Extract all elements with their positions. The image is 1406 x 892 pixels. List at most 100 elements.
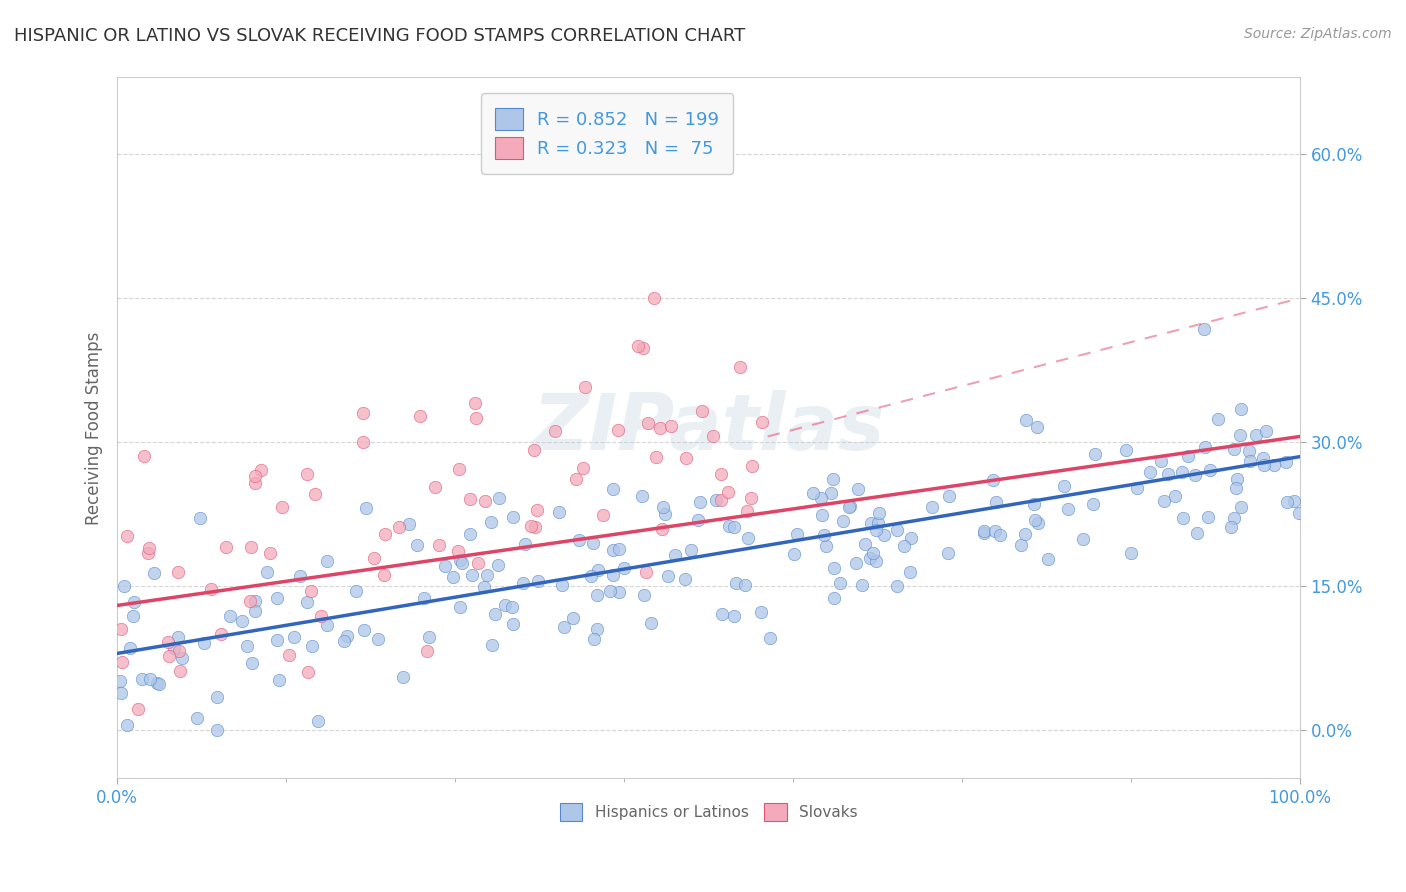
Point — [112, 579, 135, 593]
Point — [409, 409, 432, 423]
Point — [988, 527, 1011, 541]
Point — [245, 469, 267, 483]
Point — [1157, 467, 1180, 481]
Point — [1197, 510, 1219, 524]
Point — [725, 576, 748, 591]
Point — [553, 620, 575, 634]
Point — [607, 423, 630, 437]
Point — [711, 607, 734, 621]
Point — [853, 537, 876, 551]
Point — [759, 631, 782, 645]
Point — [464, 396, 486, 410]
Point — [813, 528, 835, 542]
Point — [367, 632, 389, 647]
Point — [243, 475, 266, 490]
Point — [585, 588, 607, 602]
Point — [1177, 449, 1199, 463]
Point — [526, 502, 548, 516]
Point — [1126, 481, 1149, 495]
Point — [427, 538, 450, 552]
Point — [1056, 501, 1078, 516]
Point — [811, 508, 834, 523]
Point — [710, 467, 733, 481]
Point — [1226, 472, 1249, 486]
Text: ZIPatlas: ZIPatlas — [533, 390, 884, 466]
Point — [828, 576, 851, 591]
Point — [207, 690, 229, 705]
Point — [730, 359, 752, 374]
Point — [1139, 465, 1161, 479]
Point — [108, 674, 131, 689]
Point — [859, 551, 882, 566]
Point — [205, 723, 228, 738]
Point — [659, 419, 682, 434]
Point — [640, 616, 662, 631]
Point — [441, 570, 464, 584]
Point — [301, 640, 323, 654]
Point — [356, 500, 378, 515]
Point — [523, 520, 546, 534]
Point — [602, 482, 624, 496]
Point — [316, 618, 339, 632]
Point — [1026, 420, 1049, 434]
Point — [1119, 546, 1142, 560]
Point — [188, 511, 211, 525]
Point — [823, 561, 845, 575]
Point — [297, 595, 319, 609]
Point — [186, 711, 208, 725]
Point — [574, 380, 596, 394]
Point — [579, 569, 602, 583]
Point — [352, 435, 374, 450]
Point — [240, 656, 263, 670]
Point — [423, 480, 446, 494]
Point — [115, 717, 138, 731]
Point — [297, 665, 319, 679]
Point — [1254, 425, 1277, 439]
Point — [851, 578, 873, 592]
Point — [479, 516, 502, 530]
Text: HISPANIC OR LATINO VS SLOVAK RECEIVING FOOD STAMPS CORRELATION CHART: HISPANIC OR LATINO VS SLOVAK RECEIVING F… — [14, 27, 745, 45]
Point — [333, 634, 356, 648]
Point — [986, 495, 1008, 509]
Point — [821, 472, 844, 486]
Point — [200, 582, 222, 596]
Point — [131, 672, 153, 686]
Point — [512, 576, 534, 591]
Point — [704, 493, 727, 508]
Point — [741, 458, 763, 473]
Point — [458, 527, 481, 541]
Point — [633, 588, 655, 602]
Point — [1071, 532, 1094, 546]
Point — [1185, 525, 1208, 540]
Point — [865, 553, 887, 567]
Point — [1230, 401, 1253, 416]
Point — [526, 574, 548, 588]
Point — [484, 607, 506, 621]
Point — [652, 500, 675, 514]
Point — [398, 516, 420, 531]
Point — [266, 591, 288, 606]
Point — [751, 415, 773, 429]
Point — [250, 463, 273, 477]
Point — [465, 411, 488, 425]
Point — [1251, 450, 1274, 465]
Point — [723, 608, 745, 623]
Point — [636, 565, 658, 579]
Point — [172, 651, 194, 665]
Point — [111, 655, 134, 669]
Point — [481, 638, 503, 652]
Text: Source: ZipAtlas.com: Source: ZipAtlas.com — [1244, 27, 1392, 41]
Point — [243, 594, 266, 608]
Point — [568, 533, 591, 547]
Point — [710, 493, 733, 508]
Point — [1053, 479, 1076, 493]
Point — [1024, 513, 1046, 527]
Point — [717, 485, 740, 500]
Point — [613, 560, 636, 574]
Point — [723, 520, 745, 534]
Point — [288, 569, 311, 583]
Point — [643, 292, 665, 306]
Point — [447, 461, 470, 475]
Point — [1199, 463, 1222, 477]
Point — [148, 676, 170, 690]
